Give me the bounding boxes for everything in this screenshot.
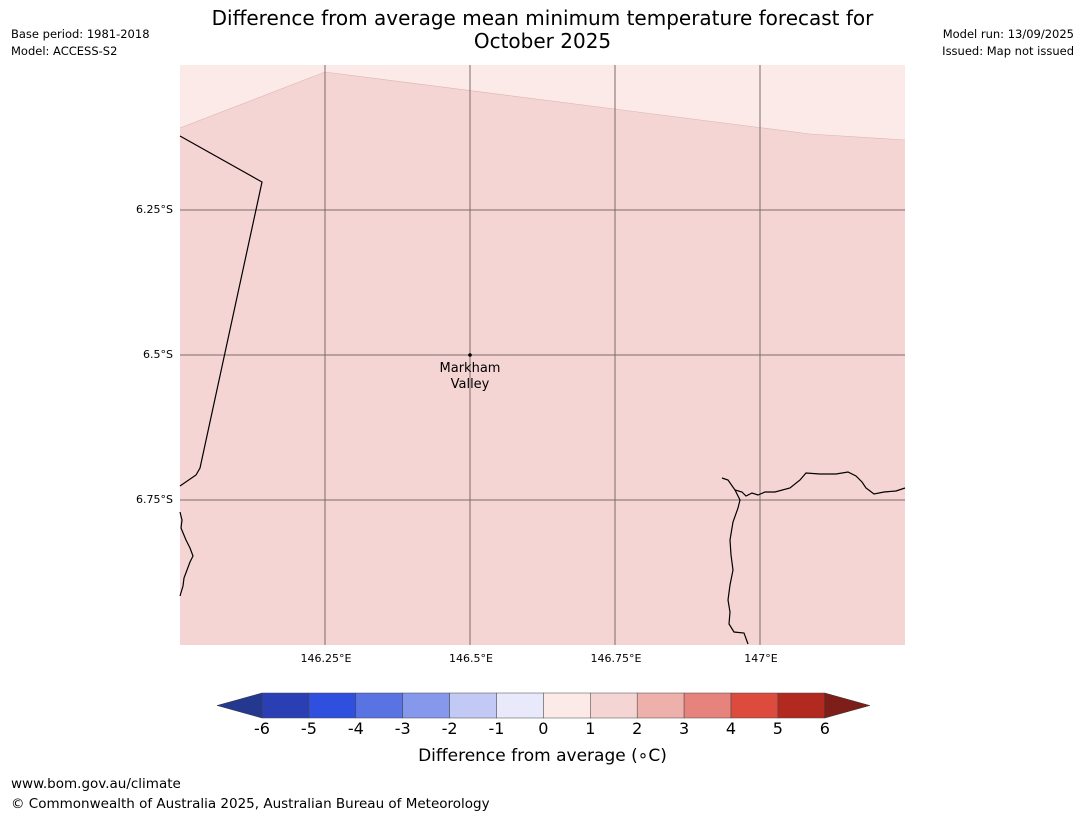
colorbar-segment <box>261 692 310 719</box>
colorbar-segment <box>355 692 403 719</box>
colorbar-tick-label: -3 <box>395 719 411 738</box>
lon-tick-label: 146.75°E <box>591 652 642 665</box>
colorbar-segment <box>777 692 826 719</box>
colorbar-segment <box>636 692 685 719</box>
colorbar-tick-label: 6 <box>820 719 830 738</box>
colorbar-segment <box>308 692 357 719</box>
colorbar-extend-high <box>824 692 871 719</box>
colorbar <box>216 692 871 719</box>
lat-tick-label: 6.75°S <box>136 493 173 506</box>
colorbar-segment <box>402 692 450 719</box>
colorbar-segment <box>683 692 732 719</box>
colorbar-tick-label: 1 <box>585 719 595 738</box>
province-boundary <box>179 135 263 487</box>
issued-text: Issued: Map not issued <box>942 44 1074 58</box>
boundary-lines <box>179 135 906 645</box>
place-marker <box>468 353 472 357</box>
model-text: Model: ACCESS-S2 <box>11 44 118 58</box>
colorbar-tick-label: 4 <box>726 719 736 738</box>
colorbar-tick-label: -1 <box>489 719 505 738</box>
colorbar-segment <box>730 692 779 719</box>
model-run-text: Model run: 13/09/2025 <box>942 27 1074 41</box>
colorbar-segment <box>496 692 544 719</box>
colorbar-segment <box>449 692 497 719</box>
website-text[interactable]: www.bom.gov.au/climate <box>11 776 181 792</box>
footer: www.bom.gov.au/climate © Commonwealth of… <box>11 774 490 814</box>
lon-tick-label: 146.5°E <box>449 652 493 665</box>
colorbar-extend-low <box>216 692 263 719</box>
title-line-1: Difference from average mean minimum tem… <box>211 6 874 30</box>
upper-anomaly-band <box>180 65 905 140</box>
coastline-east <box>721 471 906 497</box>
colorbar-tick-label: 5 <box>773 719 783 738</box>
colorbar-segment <box>590 692 638 719</box>
river-line <box>727 489 749 645</box>
meta-right: Model run: 13/09/2025 Issued: Map not is… <box>942 26 1074 60</box>
place-label-line-2: Valley <box>451 377 490 392</box>
meta-left: Base period: 1981-2018 Model: ACCESS-S2 <box>11 26 150 60</box>
title-line-2: October 2025 <box>473 29 612 53</box>
coastline-west <box>179 511 194 597</box>
colorbar-tick-label: 0 <box>538 719 548 738</box>
place-label-line-1: Markham <box>440 361 501 376</box>
lat-tick-label: 6.25°S <box>136 203 173 216</box>
colorbar-tick-label: 3 <box>679 719 689 738</box>
base-period-text: Base period: 1981-2018 <box>11 27 150 41</box>
colorbar-label: Difference from average (∘C) <box>418 746 667 766</box>
lon-tick-label: 147°E <box>744 652 777 665</box>
lon-tick-label: 146.25°E <box>301 652 352 665</box>
colorbar-tick-label: -6 <box>254 719 270 738</box>
colorbar-tick-label: -4 <box>348 719 364 738</box>
lat-tick-label: 6.5°S <box>143 348 173 361</box>
colorbar-tick-label: 2 <box>632 719 642 738</box>
colorbar-tick-label: -2 <box>442 719 458 738</box>
map-figure: Markham Valley 146.25°E 146.5°E 146.75°E… <box>136 65 906 738</box>
copyright-text: © Commonwealth of Australia 2025, Austra… <box>11 796 490 812</box>
colorbar-tick-label: -5 <box>301 719 317 738</box>
anomaly-contour <box>179 71 906 141</box>
colorbar-ticks: -6 -5 -4 -3 -2 -1 0 1 2 3 4 5 6 <box>254 719 830 738</box>
map-title: Difference from average mean minimum tem… <box>0 7 1085 53</box>
colorbar-segment <box>543 692 591 719</box>
